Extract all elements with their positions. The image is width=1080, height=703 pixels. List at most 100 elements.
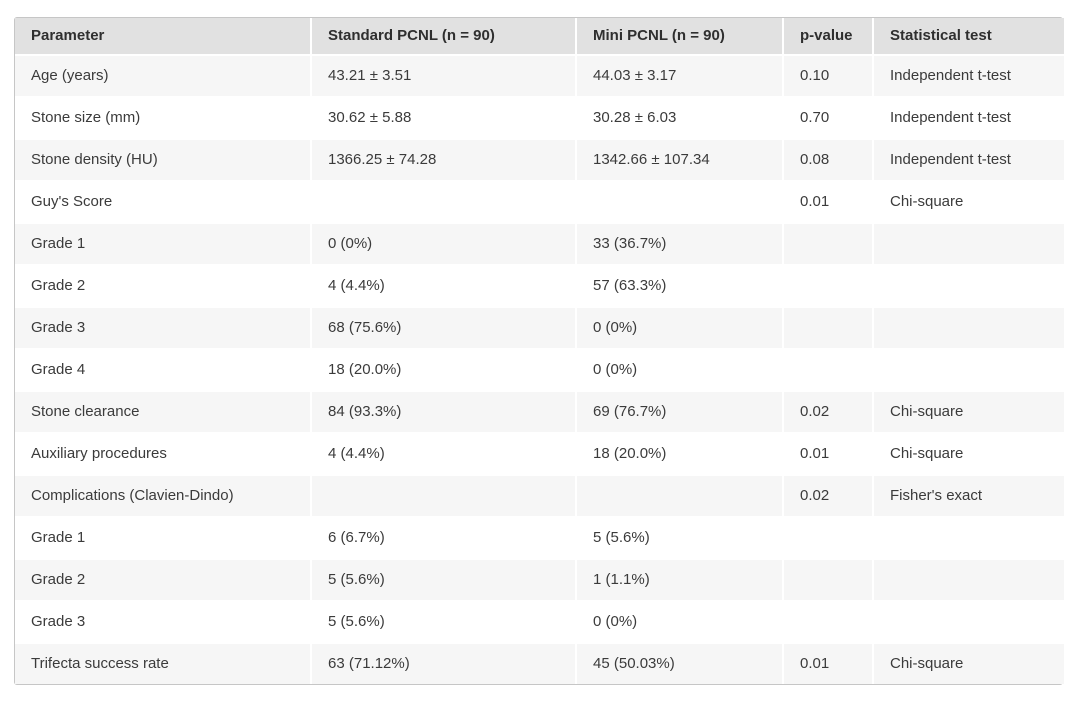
table-cell: 84 (93.3%) [312,390,577,432]
table-row: Complications (Clavien-Dindo) 0.02 Fisher'… [15,474,1064,516]
table-cell: 0.08 [784,138,874,180]
table-cell: Grade 1 [15,516,312,558]
table-cell: 5 (5.6%) [312,600,577,642]
table-row: Age (years) 43.21 ± 3.51 44.03 ± 3.17 0.10 I… [15,54,1064,96]
table-row: Guy's Score 0.01 Chi-square [15,180,1064,222]
table-cell: 30.28 ± 6.03 [577,96,784,138]
table-cell: Grade 3 [15,306,312,348]
table-cell [874,264,1064,306]
table-cell: 1366.25 ± 74.28 [312,138,577,180]
table-cell: Grade 3 [15,600,312,642]
table-cell: Age (years) [15,54,312,96]
table-cell: Grade 2 [15,264,312,306]
table-cell: 57 (63.3%) [577,264,784,306]
table-cell: Complications (Clavien-Dindo) [15,474,312,516]
table-cell: Chi-square [874,642,1064,684]
table-row: Stone density (HU) 1366.25 ± 74.28 1342.66… [15,138,1064,180]
table-cell: 5 (5.6%) [312,558,577,600]
table-row: Stone clearance 84 (93.3%) 69 (76.7%) 0.02 C… [15,390,1064,432]
table-row: Stone size (mm) 30.62 ± 5.88 30.28 ± 6.03 0… [15,96,1064,138]
table-cell: 6 (6.7%) [312,516,577,558]
table-cell: 0 (0%) [577,348,784,390]
table-cell [874,348,1064,390]
table-cell: 4 (4.4%) [312,264,577,306]
comparison-table-container: Parameter Standard PCNL (n = 90) Mini PC… [14,17,1064,685]
table-row: Grade 3 68 (75.6%) 0 (0%) [15,306,1064,348]
table-cell: Stone clearance [15,390,312,432]
pcnl-comparison-table: Parameter Standard PCNL (n = 90) Mini PC… [15,18,1064,684]
table-cell: 0.02 [784,390,874,432]
table-cell: 4 (4.4%) [312,432,577,474]
table-cell [874,600,1064,642]
table-cell: 0.01 [784,642,874,684]
table-cell: 30.62 ± 5.88 [312,96,577,138]
table-cell: 0.70 [784,96,874,138]
table-row: Grade 4 18 (20.0%) 0 (0%) [15,348,1064,390]
table-cell [784,600,874,642]
table-cell: 1 (1.1%) [577,558,784,600]
table-cell: 0.01 [784,180,874,222]
table-body: Age (years) 43.21 ± 3.51 44.03 ± 3.17 0.10 I… [15,54,1064,684]
column-header-mini-pcnl: Mini PCNL (n = 90) [577,18,784,54]
table-header: Parameter Standard PCNL (n = 90) Mini PC… [15,18,1064,54]
table-cell: 18 (20.0%) [577,432,784,474]
table-cell [312,180,577,222]
table-cell: Fisher's exact [874,474,1064,516]
table-cell: Grade 4 [15,348,312,390]
table-cell: Stone density (HU) [15,138,312,180]
table-cell: 1342.66 ± 107.34 [577,138,784,180]
table-cell [784,516,874,558]
table-cell: 0.01 [784,432,874,474]
table-cell: Trifecta success rate [15,642,312,684]
table-cell: Chi-square [874,432,1064,474]
column-header-statistical-test: Statistical test [874,18,1064,54]
table-cell: 0 (0%) [312,222,577,264]
table-cell: 0 (0%) [577,600,784,642]
column-header-standard-pcnl: Standard PCNL (n = 90) [312,18,577,54]
table-cell [312,474,577,516]
table-cell: 43.21 ± 3.51 [312,54,577,96]
table-header-row: Parameter Standard PCNL (n = 90) Mini PC… [15,18,1064,54]
table-cell: 0.02 [784,474,874,516]
table-cell: 18 (20.0%) [312,348,577,390]
column-header-parameter: Parameter [15,18,312,54]
table-cell: Chi-square [874,180,1064,222]
table-cell [874,516,1064,558]
table-cell: Independent t-test [874,138,1064,180]
table-cell [874,306,1064,348]
table-cell: 0 (0%) [577,306,784,348]
table-cell: Auxiliary procedures [15,432,312,474]
table-cell: Grade 2 [15,558,312,600]
table-cell: 5 (5.6%) [577,516,784,558]
column-header-p-value: p-value [784,18,874,54]
table-cell [874,558,1064,600]
table-cell [784,306,874,348]
table-cell [784,558,874,600]
table-cell: 33 (36.7%) [577,222,784,264]
table-cell [874,222,1064,264]
table-cell: 68 (75.6%) [312,306,577,348]
table-cell: Chi-square [874,390,1064,432]
table-cell [577,474,784,516]
table-row: Trifecta success rate 63 (71.12%) 45 (50.0… [15,642,1064,684]
table-cell: 69 (76.7%) [577,390,784,432]
table-cell [784,222,874,264]
table-cell [784,348,874,390]
table-cell: Guy's Score [15,180,312,222]
table-cell: Stone size (mm) [15,96,312,138]
table-cell: 0.10 [784,54,874,96]
table-cell [577,180,784,222]
table-cell [784,264,874,306]
table-cell: Grade 1 [15,222,312,264]
table-cell: Independent t-test [874,54,1064,96]
table-cell: 45 (50.03%) [577,642,784,684]
table-cell: Independent t-test [874,96,1064,138]
table-cell: 44.03 ± 3.17 [577,54,784,96]
table-row: Auxiliary procedures 4 (4.4%) 18 (20.0%) 0.… [15,432,1064,474]
